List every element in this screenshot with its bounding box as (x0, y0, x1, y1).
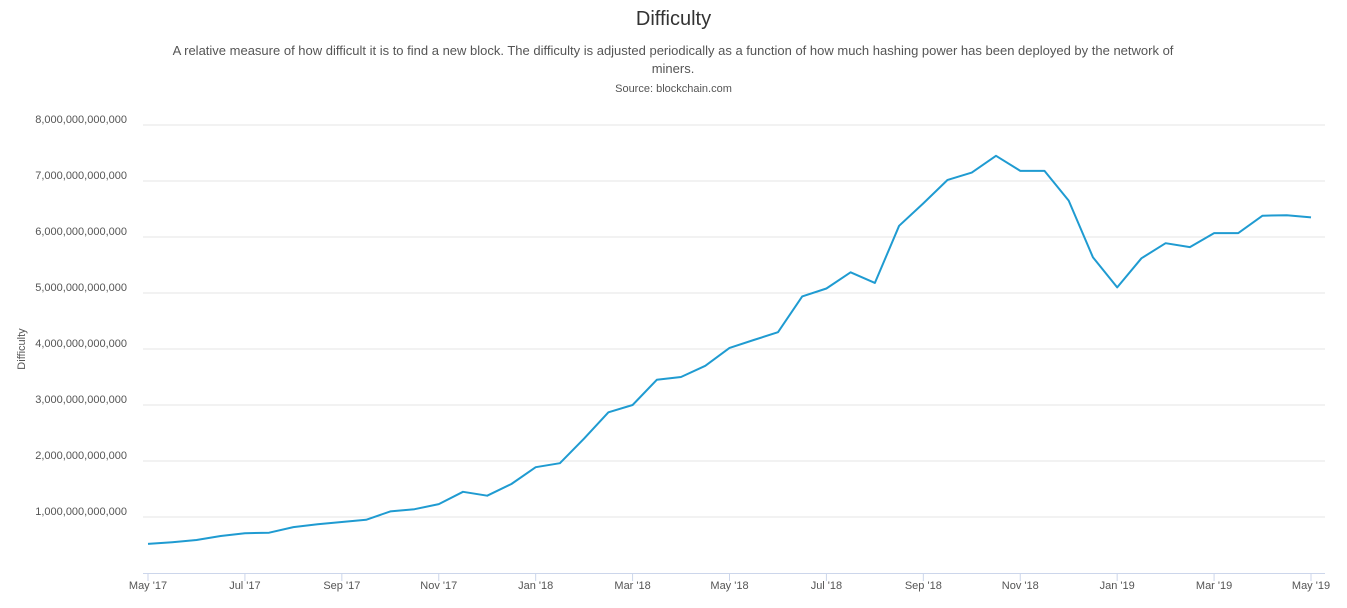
y-tick-label: 3,000,000,000,000 (35, 394, 127, 406)
x-tick-label: Jul '18 (811, 580, 842, 592)
data-line (147, 154, 1312, 545)
x-tick-label: Mar '18 (614, 580, 650, 592)
x-tick-label: May '17 (129, 580, 167, 592)
x-tick-label: Sep '17 (323, 580, 360, 592)
x-tick-label: May '18 (710, 580, 748, 592)
x-tick-label: Nov '18 (1002, 580, 1039, 592)
x-tick-label: Sep '18 (905, 580, 942, 592)
x-tick-label: Jan '19 (1100, 580, 1135, 592)
x-tick-label: Mar '19 (1196, 580, 1232, 592)
y-tick-label: 2,000,000,000,000 (35, 450, 127, 462)
y-axis-label: Difficulty (16, 328, 28, 370)
x-tick-label: May '19 (1292, 580, 1330, 592)
y-tick-label: 6,000,000,000,000 (35, 226, 127, 238)
chart-title: Difficulty (635, 8, 712, 30)
y-tick-label: 1,000,000,000,000 (35, 506, 127, 518)
chart-subtitle: A relative measure of how difficult it i… (172, 43, 1174, 76)
chart-source: Source: blockchain.com (615, 83, 732, 95)
y-tick-label: 8,000,000,000,000 (35, 114, 127, 126)
y-tick-label: 5,000,000,000,000 (35, 282, 127, 294)
x-tick-label: Nov '17 (420, 580, 457, 592)
y-tick-label: 4,000,000,000,000 (35, 338, 127, 350)
x-tick-label: Jan '18 (518, 580, 553, 592)
y-tick-label: 7,000,000,000,000 (35, 170, 127, 182)
x-tick-label: Jul '17 (229, 580, 260, 592)
